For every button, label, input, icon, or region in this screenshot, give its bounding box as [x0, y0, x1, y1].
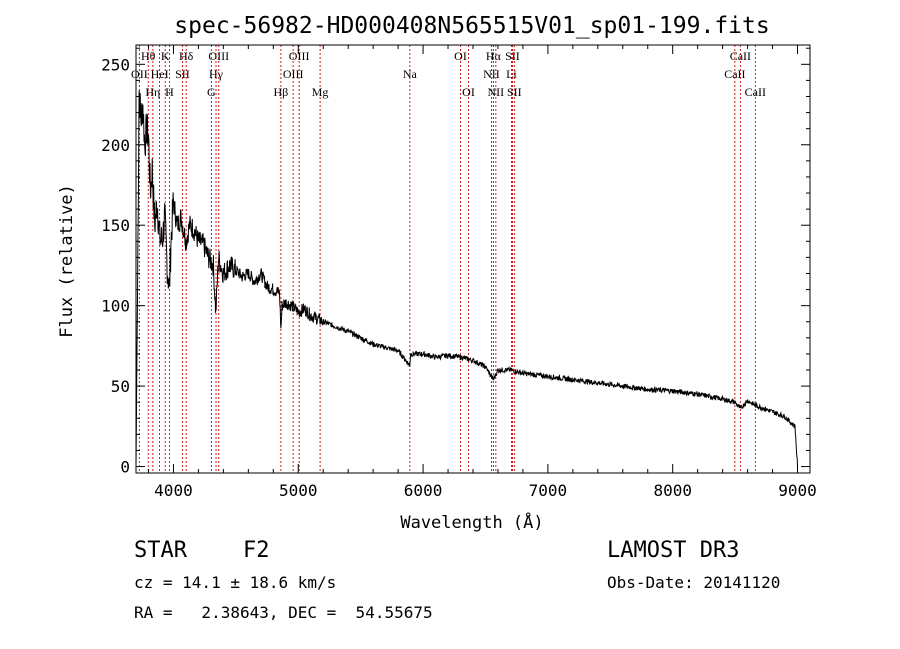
line-marker-label: Hθ [141, 49, 156, 63]
line-marker-label: K [161, 49, 170, 63]
spectrum-line [135, 90, 798, 467]
line-marker-label: HeI [151, 67, 169, 81]
class-label: STAR [134, 538, 187, 563]
x-axis-label: Wavelength (Å) [400, 511, 543, 533]
line-marker-label: OI [454, 49, 467, 63]
x-tick-label: 6000 [404, 481, 443, 500]
line-marker-label: Hα [486, 49, 502, 63]
plot-frame [135, 44, 811, 474]
line-marker-label: CaII [745, 85, 766, 99]
line-marker-label: NII [488, 85, 505, 99]
line-marker-label: Li [506, 67, 517, 81]
x-tick-label: 4000 [154, 481, 193, 500]
x-tick-label: 9000 [778, 481, 817, 500]
line-marker-label: SII [507, 85, 522, 99]
y-tick-label: 0 [120, 458, 130, 477]
line-marker-label: G [207, 85, 216, 99]
line-marker-label: OI [462, 85, 475, 99]
line-marker-label: OII [131, 67, 148, 81]
y-tick-label: 150 [101, 216, 130, 235]
line-marker-label: OIII [283, 67, 304, 81]
line-marker-label: NII [483, 67, 500, 81]
chart-title: spec-56982-HD000408N565515V01_sp01-199.f… [174, 13, 769, 39]
y-axis-label: Flux (relative) [57, 184, 77, 338]
axes: 4000 5000 6000 7000 8000 9000 0 50 100 150 200 250 [101, 44, 817, 500]
line-marker-label: Na [403, 67, 418, 81]
line-marker-label: CaII [730, 49, 751, 63]
y-tick-label: 200 [101, 136, 130, 155]
y-tick-label: 250 [101, 55, 130, 74]
line-marker-label: Hβ [274, 85, 289, 99]
line-marker-label: SII [175, 67, 190, 81]
line-marker-label: Mg [312, 85, 329, 99]
obs-date-text: Obs-Date: 20141120 [607, 573, 781, 592]
line-marker-label: Hγ [209, 67, 224, 81]
line-marker-label: SII [505, 49, 520, 63]
line-markers: OIIHθHηHeIKHSIIHδGHγOIIIHβOIIIOIIIMgNaOI… [131, 45, 766, 473]
line-marker-label: CaII [724, 67, 745, 81]
line-marker-label: OIII [289, 49, 310, 63]
line-marker-label: OIII [208, 49, 229, 63]
y-tick-label: 50 [111, 377, 130, 396]
line-marker-label: Hη [145, 85, 160, 99]
coords-text: RA = 2.38643, DEC = 54.55675 [134, 603, 433, 622]
redshift-text: cz = 14.1 ± 18.6 km/s [134, 573, 337, 592]
spectrum-series [135, 90, 798, 467]
survey-label: LAMOST DR3 [607, 538, 740, 563]
y-tick-label: 100 [101, 297, 130, 316]
subclass-label: F2 [243, 538, 270, 563]
line-marker-label: H [165, 85, 174, 99]
x-tick-label: 5000 [279, 481, 318, 500]
x-tick-label: 7000 [529, 481, 568, 500]
x-tick-label: 8000 [653, 481, 692, 500]
line-marker-label: Hδ [179, 49, 194, 63]
